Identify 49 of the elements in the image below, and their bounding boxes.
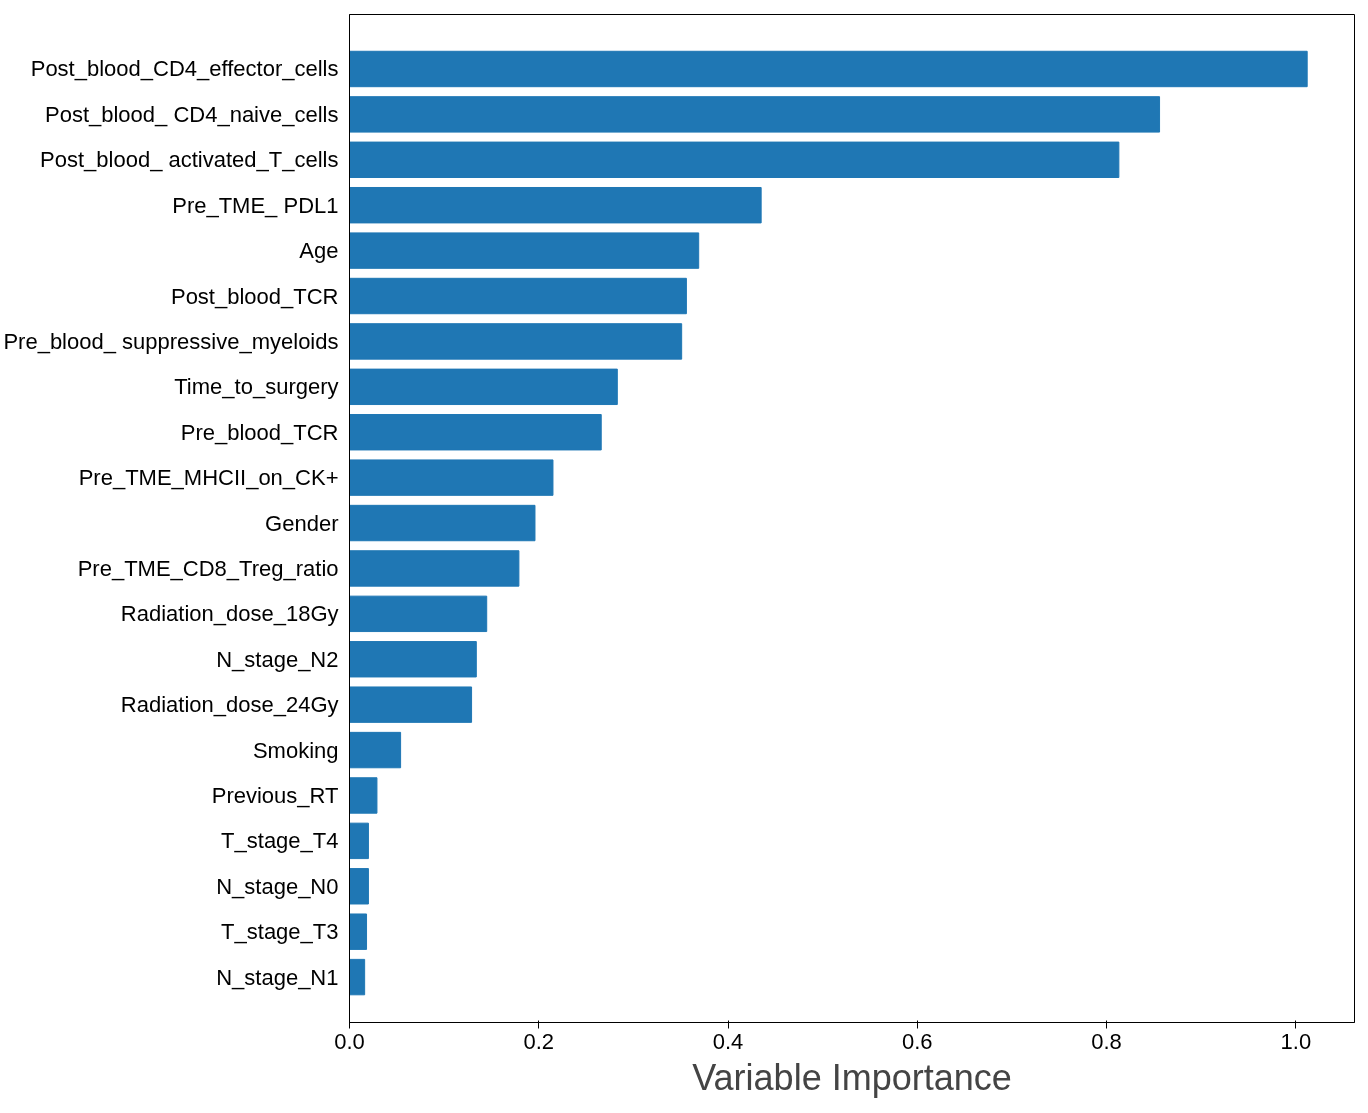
bar [349,913,368,950]
y-tick-label: N_stage_N0 [216,873,339,899]
bar [349,958,366,996]
y-tick-label: Smoking [252,737,339,763]
bar [349,731,402,769]
y-tick-label: Previous_RT [211,782,339,808]
y-tick-label: Radiation_dose_24Gy [120,692,339,718]
bar [349,50,1308,88]
bar [349,686,473,723]
bar [349,459,554,496]
bar [349,277,687,315]
y-tick-label: Radiation_dose_18Gy [120,601,339,627]
y-tick-label: T_stage_T3 [221,919,339,945]
y-tick-label: Pre_blood_TCR [180,419,339,445]
bar [349,368,618,406]
y-tick-label: Post_blood_ activated_T_cells [40,147,339,173]
y-tick-label: Post_blood_ CD4_naive_cells [44,101,339,127]
bar [349,868,369,905]
y-tick-label: Gender [265,510,339,536]
y-tick-label: Pre_TME_MHCII_on_CK+ [78,465,339,491]
bar [349,822,369,860]
x-tick-label: 0.0 [334,1028,365,1054]
bar [349,414,602,451]
bar [349,641,477,678]
bar [349,777,378,814]
bar [349,232,700,269]
bar [349,323,683,360]
y-tick-label: Post_blood_CD4_effector_cells [30,56,339,82]
x-tick-label: 1.0 [1280,1028,1312,1054]
y-tick-label: N_stage_N1 [216,964,339,990]
y-tick-label: Pre_TME_ PDL1 [172,192,339,218]
x-tick-label: 0.8 [1091,1028,1122,1054]
y-tick-label: Pre_TME_CD8_Treg_ratio [77,555,339,581]
bar [349,595,488,633]
y-tick-label: T_stage_T4 [221,828,339,854]
y-tick-label: Time_to_surgery [174,374,339,400]
x-tick-label: 0.2 [523,1028,555,1054]
bar [349,96,1161,133]
bar [349,550,520,587]
y-tick-label: Post_blood_TCR [170,283,339,309]
y-tick-label: Age [299,238,339,264]
y-tick-label: Pre_blood_ suppressive_myeloids [3,328,339,354]
x-tick-label: 0.6 [902,1028,933,1054]
bar [349,504,536,542]
x-tick-label: 0.4 [712,1028,744,1054]
bar [349,141,1120,179]
bar [349,186,762,224]
x-axis-title: Variable Importance [692,1056,1012,1098]
y-tick-label: N_stage_N2 [216,646,339,672]
